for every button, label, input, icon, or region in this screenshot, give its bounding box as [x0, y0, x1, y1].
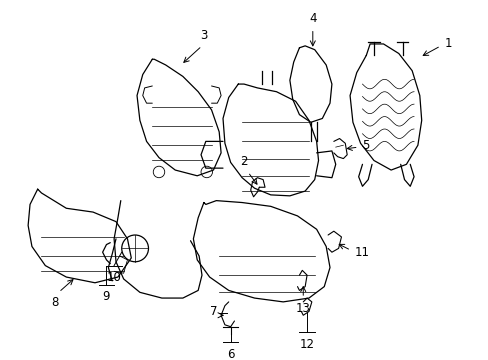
- Text: 7: 7: [209, 305, 217, 318]
- Text: 6: 6: [226, 348, 234, 360]
- Text: 13: 13: [295, 302, 310, 315]
- Text: 11: 11: [354, 246, 369, 259]
- Text: 4: 4: [308, 12, 316, 25]
- Text: 8: 8: [51, 296, 59, 309]
- Text: 3: 3: [200, 29, 207, 42]
- Text: 10: 10: [106, 271, 122, 284]
- Text: 9: 9: [102, 291, 110, 303]
- Text: 5: 5: [362, 139, 369, 152]
- Text: 2: 2: [240, 155, 247, 168]
- Text: 12: 12: [299, 338, 314, 351]
- Text: 1: 1: [444, 37, 451, 50]
